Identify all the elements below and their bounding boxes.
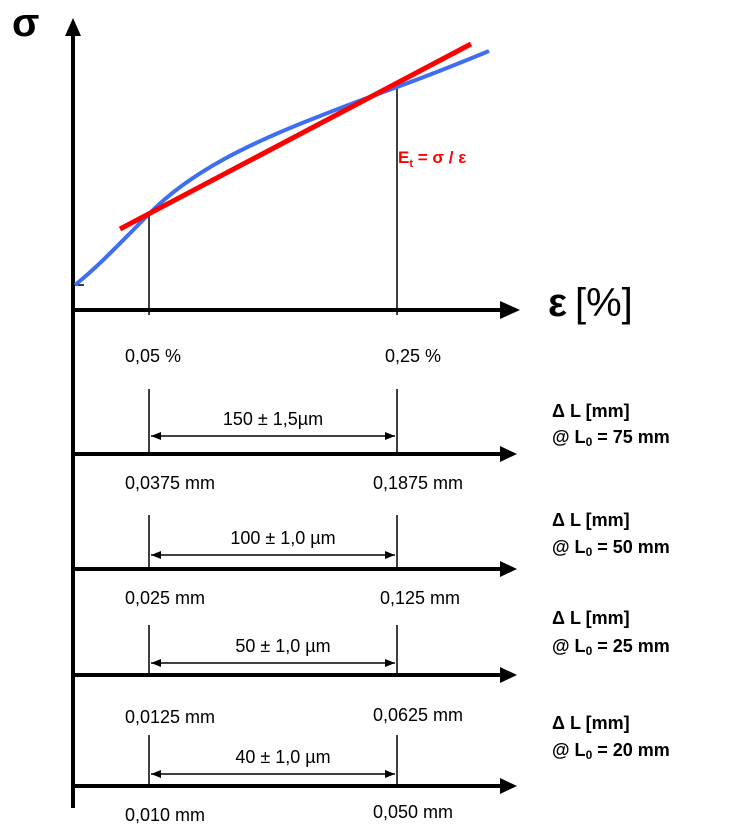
secant-modulus-line xyxy=(118,41,473,232)
span-label: 150 ± 1,5µm xyxy=(223,409,323,429)
scale-l0-50: 100 ± 1,0 µm 0,025 mm 0,125 mm Δ L [mm] … xyxy=(73,510,670,608)
stress-axis-arrow-icon xyxy=(65,18,81,36)
scale-arrow-icon xyxy=(500,667,517,683)
left-value: 0,0375 mm xyxy=(125,473,215,493)
scale-title-line2: @ L0 = 50 mm xyxy=(552,537,670,559)
scale-l0-20: 40 ± 1,0 µm 0,010 mm 0,050 mm Δ L [mm] @… xyxy=(73,713,670,825)
strain-axis-unit: [%] xyxy=(575,281,633,325)
scale-arrow-icon xyxy=(500,446,517,462)
scale-title-line1: Δ L [mm] xyxy=(552,510,630,530)
scale-title-line2: @ L0 = 25 mm xyxy=(552,636,670,658)
left-value: 0,010 mm xyxy=(125,805,205,825)
span-label: 40 ± 1,0 µm xyxy=(235,747,330,767)
scale-l0-25: 50 ± 1,0 µm 0,0125 mm 0,0625 mm Δ L [mm]… xyxy=(73,608,670,727)
scale-title-line1: Δ L [mm] xyxy=(552,713,630,733)
stress-axis-label: σ xyxy=(12,1,39,45)
strain-tick-label-025: 0,25 % xyxy=(385,346,441,366)
scale-title-line1: Δ L [mm] xyxy=(552,401,630,421)
right-value: 0,050 mm xyxy=(373,802,453,822)
strain-tick-label-005: 0,05 % xyxy=(125,346,181,366)
scale-title-line2: @ L0 = 75 mm xyxy=(552,427,670,449)
stress-axis: σ xyxy=(12,1,81,808)
span-label: 100 ± 1,0 µm xyxy=(230,528,335,548)
scale-arrow-icon xyxy=(500,561,517,577)
right-value: 0,125 mm xyxy=(380,588,460,608)
left-value: 0,025 mm xyxy=(125,588,205,608)
scale-arrow-icon xyxy=(500,778,517,794)
strain-axis-arrow-icon xyxy=(500,301,520,319)
modulus-formula: Et = σ / ε xyxy=(398,148,466,170)
strain-axis: ε [%] xyxy=(73,281,633,325)
span-label: 50 ± 1,0 µm xyxy=(235,636,330,656)
right-value: 0,1875 mm xyxy=(373,473,463,493)
right-value: 0,0625 mm xyxy=(373,705,463,725)
strain-axis-symbol: ε xyxy=(548,281,567,325)
scale-title-line1: Δ L [mm] xyxy=(552,608,630,628)
scale-l0-75: 150 ± 1,5µm 0,0375 mm 0,1875 mm Δ L [mm]… xyxy=(73,389,670,493)
stress-strain-curve xyxy=(73,49,490,287)
scale-title-line2: @ L0 = 20 mm xyxy=(552,740,670,762)
left-value: 0,0125 mm xyxy=(125,707,215,727)
